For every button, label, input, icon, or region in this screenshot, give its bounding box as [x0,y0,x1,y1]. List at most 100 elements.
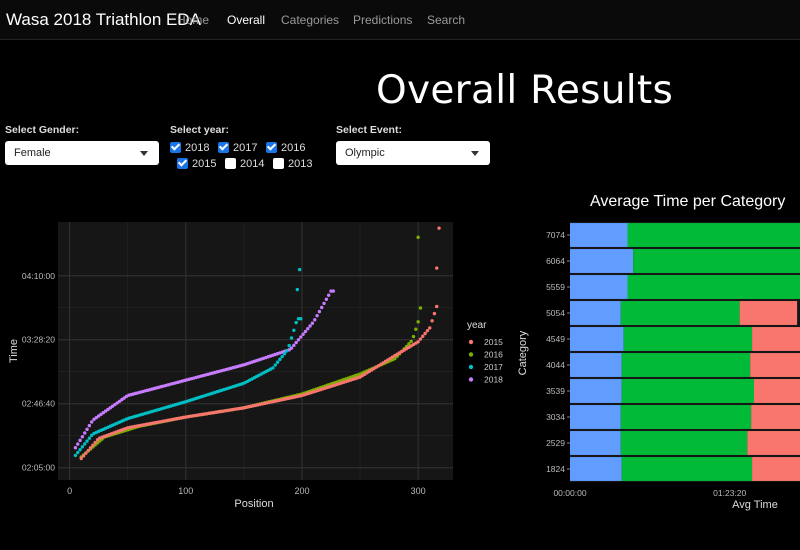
year-checkbox-2017[interactable]: 2017 [218,142,257,155]
year-option-label: 2013 [288,158,313,170]
year-checkbox-2014[interactable]: 2014 [225,158,264,171]
point-2018 [89,420,94,424]
checkbox-unchecked-icon[interactable] [273,158,284,169]
legend-key-2018 [468,377,474,382]
point-2018 [310,321,315,325]
point-2015 [423,331,427,336]
point-2015 [421,334,425,338]
point-2016 [409,339,413,344]
point-2016 [407,342,411,346]
point-2017 [271,366,275,370]
point-2018 [294,340,298,345]
point-2018 [329,289,333,293]
nav-categories[interactable]: Categories [281,13,340,27]
point-2017 [78,447,82,452]
point-2016 [416,235,420,240]
scatter-legend: year 2015 2016 2017 2018 [467,320,503,385]
point-2017 [295,287,300,292]
point-2018 [301,332,305,336]
bar-3034-swim [570,405,621,429]
point-2017 [297,267,302,272]
year-label: Select year: [170,124,229,136]
point-2017 [89,433,94,438]
point-2018 [308,324,312,328]
year-checkbox-2013[interactable]: 2013 [273,158,312,171]
scatter-plot-area [58,222,453,480]
year-checkbox-2015[interactable]: 2015 [177,158,216,171]
category-tick-label: 4549 [546,334,565,344]
bar-2529-bike [620,431,748,455]
point-2018 [331,289,336,293]
x-tick-label: 0 [67,486,72,496]
point-2017 [289,336,294,340]
nav-search[interactable]: Search [427,13,466,27]
category-tick-label: 2529 [546,438,565,448]
x-tick-label: 100 [178,486,193,496]
checkbox-checked-icon[interactable] [177,158,188,169]
bar-4044-swim [570,353,622,377]
gender-label: Select Gender: [5,124,80,136]
point-2017 [296,317,301,321]
bar-3539-swim [570,379,622,403]
point-2018 [306,327,310,331]
point-2018 [292,343,296,348]
bar-x-axis-label: Avg Time [732,499,778,511]
point-2017 [294,320,298,325]
point-2015 [86,448,90,453]
year-option-label: 2014 [240,158,265,170]
point-2017 [287,343,291,348]
legend-key-2017 [468,364,474,370]
bar-axes: 1824 2529 3034 3539 4044 4549 5054 5559 6064 7074… [546,230,746,498]
category-tick-label: 5054 [546,308,565,318]
point-2015 [416,340,420,344]
point-2016 [411,334,416,339]
point-2015 [435,304,439,309]
bar-3539-run [754,379,800,403]
bar-6064-swim [570,249,634,273]
bar-1824-run [752,457,800,481]
checkbox-unchecked-icon[interactable] [225,158,236,169]
point-2018 [289,346,294,350]
checkbox-checked-icon[interactable] [170,142,181,153]
point-2018 [85,427,89,432]
point-2017 [280,354,284,359]
nav-home[interactable]: Home [177,13,210,27]
point-2015 [95,438,100,442]
year-option-label: 2017 [233,142,258,154]
category-tick-label: 6064 [546,256,565,266]
point-2017 [282,352,287,356]
chevron-down-icon [140,151,148,156]
gender-select[interactable]: Female [5,141,159,165]
point-2016 [414,327,418,331]
event-select-value: Olympic [345,147,385,159]
year-checkbox-2016[interactable]: 2016 [266,142,305,155]
bar-5054-bike [620,301,740,325]
point-2017 [85,439,89,443]
bar-3034-run [751,405,800,429]
event-select[interactable]: Olympic [336,141,490,165]
point-2017 [273,363,277,367]
legend-label-2018: 2018 [484,375,503,385]
bar-7074-bike [627,223,800,247]
checkbox-checked-icon[interactable] [266,142,277,153]
bar-3034-bike [620,405,752,429]
brand-title[interactable]: Wasa 2018 Triathlon EDA [6,10,201,29]
point-2018 [324,297,329,301]
point-2015 [430,319,434,323]
checkbox-checked-icon[interactable] [218,142,229,153]
point-2016 [418,306,423,310]
point-2017 [299,317,303,321]
bar-4549-run [752,327,800,351]
category-tick-label: 5559 [546,282,565,292]
point-2017 [83,442,87,446]
year-option-label: 2018 [185,142,210,154]
scatter-axes: 0 100 200 300 02:05:00 02:46:40 03:28:20 04:10:… [22,271,426,496]
gender-select-value: Female [14,147,51,159]
nav-predictions[interactable]: Predictions [353,13,413,27]
legend-label-2015: 2015 [484,337,503,347]
year-checkbox-2018[interactable]: 2018 [170,142,209,155]
scatter-points [73,226,441,461]
point-2018 [320,305,324,310]
nav-overall[interactable]: Overall [227,13,266,27]
legend-label-2016: 2016 [484,350,503,360]
